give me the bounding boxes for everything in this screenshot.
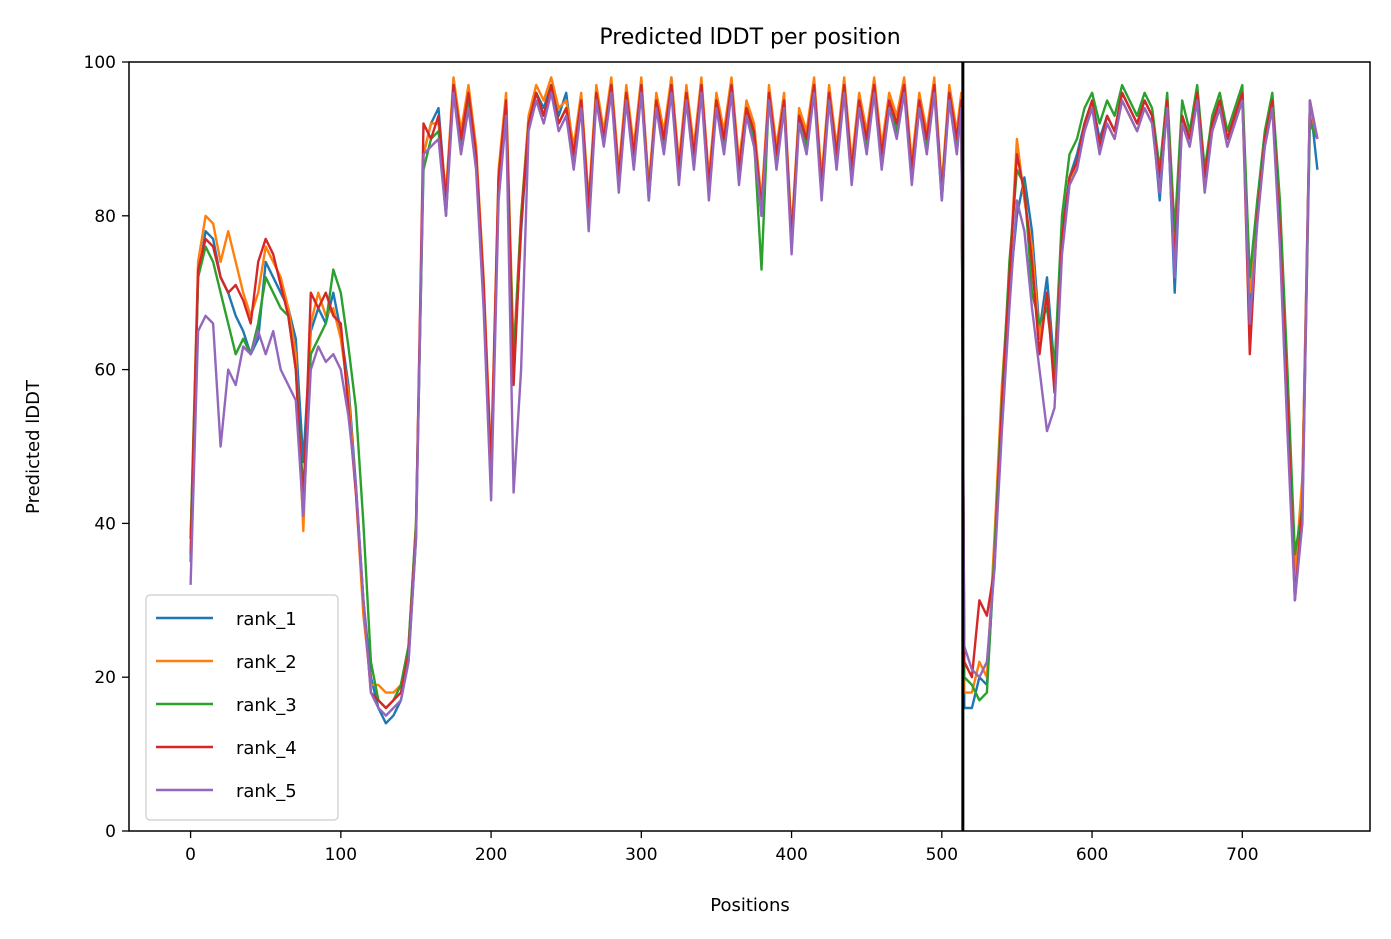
legend-label-rank_3: rank_3 [236, 695, 297, 716]
legend-label-rank_1: rank_1 [236, 609, 297, 630]
x-tick-label: 0 [185, 845, 196, 865]
y-tick-label: 80 [94, 207, 116, 227]
legend-label-rank_4: rank_4 [236, 738, 297, 759]
y-axis-ticks: 0 20 40 60 80 100 [84, 53, 129, 842]
plot-frame [128, 61, 1371, 832]
series-line-rank_2 [189, 76, 1319, 694]
x-tick-label: 300 [625, 845, 657, 865]
legend: rank_1 rank_2 rank_3 rank_4 rank_5 [145, 594, 339, 821]
y-tick-label: 20 [94, 668, 116, 688]
x-tick-label: 400 [775, 845, 807, 865]
series-layer [189, 62, 1319, 831]
series-line-rank_4 [189, 83, 1319, 710]
x-tick-label: 200 [475, 845, 507, 865]
legend-label-rank_2: rank_2 [236, 652, 297, 673]
series-line-rank_5 [189, 91, 1319, 717]
x-axis-label: Positions [710, 895, 789, 916]
y-axis-label: Predicted lDDT [23, 379, 44, 514]
chart-title: Predicted lDDT per position [599, 25, 900, 50]
x-tick-label: 600 [1076, 845, 1108, 865]
x-tick-label: 100 [325, 845, 357, 865]
x-axis-ticks: 0 100 200 300 400 500 600 700 [185, 831, 1259, 865]
x-tick-label: 700 [1226, 845, 1258, 865]
series-line-rank_3 [189, 83, 1319, 710]
y-tick-label: 60 [94, 361, 116, 381]
x-tick-label: 500 [926, 845, 958, 865]
legend-label-rank_5: rank_5 [236, 781, 297, 802]
series-line-rank_1 [189, 76, 1319, 725]
y-tick-label: 0 [105, 822, 116, 842]
y-tick-label: 40 [94, 514, 116, 534]
y-tick-label: 100 [84, 53, 116, 73]
legend-box [145, 594, 339, 821]
